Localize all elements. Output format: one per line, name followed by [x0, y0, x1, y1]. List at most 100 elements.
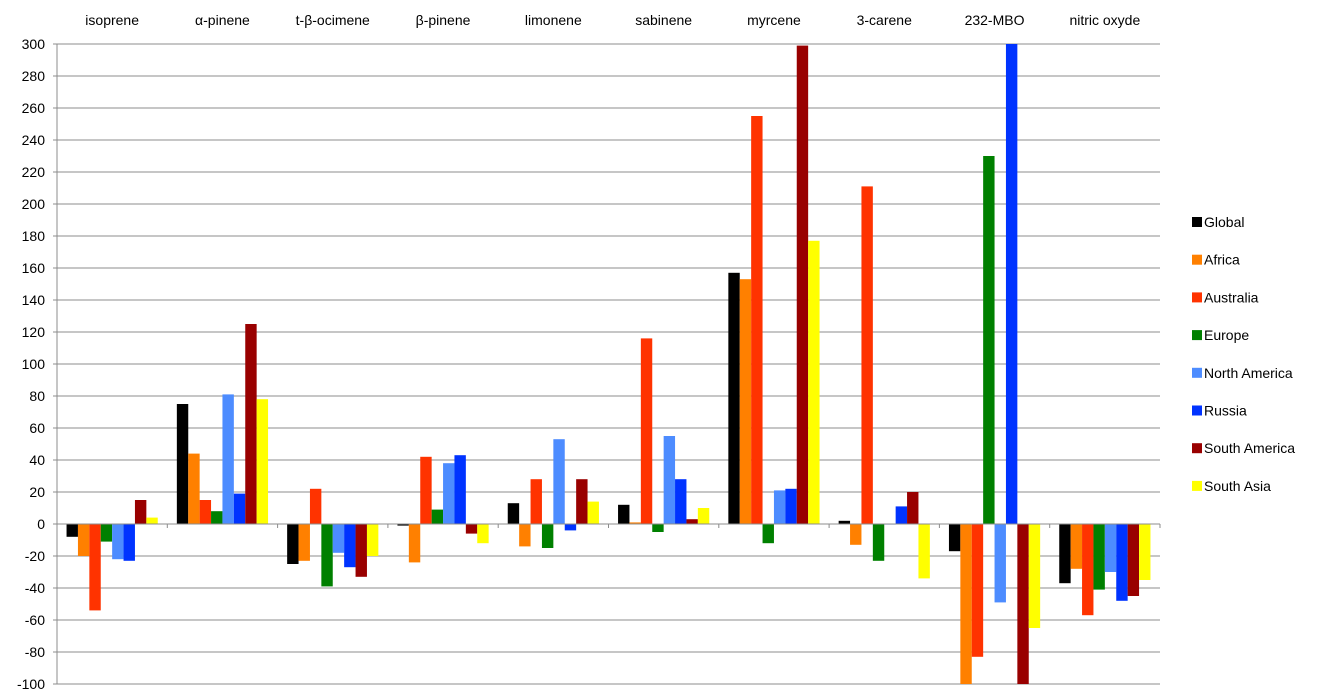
- y-tick-labels: 3002802602402202001801601401201008060402…: [17, 36, 45, 692]
- bar: [211, 511, 223, 524]
- category-label: 232-MBO: [965, 12, 1025, 28]
- bar: [872, 524, 885, 561]
- bar: [355, 524, 367, 577]
- bar: [960, 524, 972, 684]
- bar: [1139, 524, 1151, 580]
- bar: [640, 338, 653, 524]
- y-tick-label: 180: [22, 228, 46, 244]
- y-tick-label: 60: [29, 420, 45, 436]
- bar: [1070, 524, 1083, 569]
- bar: [983, 156, 995, 524]
- bar: [530, 479, 542, 524]
- legend-label: South Asia: [1204, 478, 1271, 494]
- bar: [762, 524, 774, 544]
- y-tick-label: -80: [25, 644, 45, 660]
- legend-label: Africa: [1204, 252, 1240, 268]
- bar: [507, 503, 520, 524]
- bar: [465, 524, 478, 534]
- bar: [808, 240, 820, 525]
- y-tick-label: 280: [22, 68, 46, 84]
- y-tick-label: 160: [22, 260, 46, 276]
- bar: [541, 524, 554, 548]
- bar: [222, 394, 234, 524]
- bar: [188, 453, 200, 524]
- legend-swatch: [1192, 292, 1202, 303]
- bar: [697, 508, 710, 524]
- category-label: myrcene: [747, 12, 801, 28]
- bar: [686, 519, 698, 524]
- bar: [134, 500, 147, 524]
- bar: [477, 524, 489, 544]
- bar: [728, 272, 740, 524]
- legend-label: North America: [1204, 365, 1293, 381]
- bar: [796, 45, 809, 524]
- bar: [948, 524, 961, 552]
- bar: [256, 399, 269, 524]
- bar: [1059, 524, 1071, 584]
- bar: [576, 479, 588, 524]
- y-tick-label: 120: [22, 324, 46, 340]
- gridlines: [57, 43, 1160, 685]
- y-tick-label: 300: [22, 36, 46, 52]
- bar: [344, 524, 356, 568]
- bar: [838, 520, 851, 524]
- bar: [245, 324, 257, 524]
- bar: [123, 524, 135, 561]
- y-tick-label: -100: [17, 676, 45, 692]
- category-label: isoprene: [85, 12, 139, 28]
- bar: [176, 404, 189, 524]
- y-tick-label: 20: [29, 484, 45, 500]
- bar: [77, 524, 90, 556]
- bar: [1028, 524, 1041, 628]
- bar: [785, 488, 797, 524]
- bar: [553, 439, 565, 524]
- bar: [773, 490, 786, 524]
- bar: [519, 524, 531, 547]
- category-label: t-β-ocimene: [296, 12, 370, 28]
- legend-swatch: [1192, 443, 1202, 454]
- bar: [918, 524, 930, 579]
- bar: [1017, 524, 1029, 684]
- bar: [420, 456, 432, 524]
- bar: [1005, 44, 1018, 524]
- bar: [287, 524, 299, 564]
- legend-swatch: [1192, 254, 1202, 265]
- y-tick-label: 260: [22, 100, 46, 116]
- bar: [100, 524, 113, 542]
- legend-swatch: [1192, 217, 1202, 227]
- bar: [895, 506, 908, 524]
- bar: [332, 524, 345, 553]
- bar: [1104, 524, 1117, 572]
- bar: [408, 524, 421, 563]
- y-tick-label: 80: [29, 388, 45, 404]
- bar: [397, 524, 409, 526]
- bar: [618, 504, 630, 524]
- legend-label: Global: [1204, 214, 1244, 230]
- legend-swatch: [1192, 330, 1202, 341]
- bar: [652, 524, 664, 532]
- bar: [443, 463, 455, 524]
- bar: [321, 524, 333, 587]
- bar: [751, 116, 763, 524]
- legend-label: Australia: [1204, 289, 1259, 305]
- bar: [675, 479, 687, 524]
- legend-label: South America: [1204, 440, 1295, 456]
- axes: [53, 43, 1161, 685]
- bar: [1093, 524, 1105, 590]
- bar: [146, 517, 158, 524]
- bar: [629, 522, 641, 524]
- y-tick-label: -40: [25, 580, 45, 596]
- y-tick-label: 220: [22, 164, 46, 180]
- y-tick-label: 100: [22, 356, 46, 372]
- bar: [366, 524, 379, 556]
- y-tick-label: 200: [22, 196, 46, 212]
- legend-swatch: [1192, 405, 1202, 416]
- bar: [587, 501, 599, 524]
- y-tick-label: -20: [25, 548, 45, 564]
- legend-swatch: [1192, 480, 1202, 491]
- bar: [1127, 524, 1140, 596]
- legend: Global Africa Australia Europe North America…: [1192, 214, 1295, 494]
- bar: [1116, 524, 1128, 601]
